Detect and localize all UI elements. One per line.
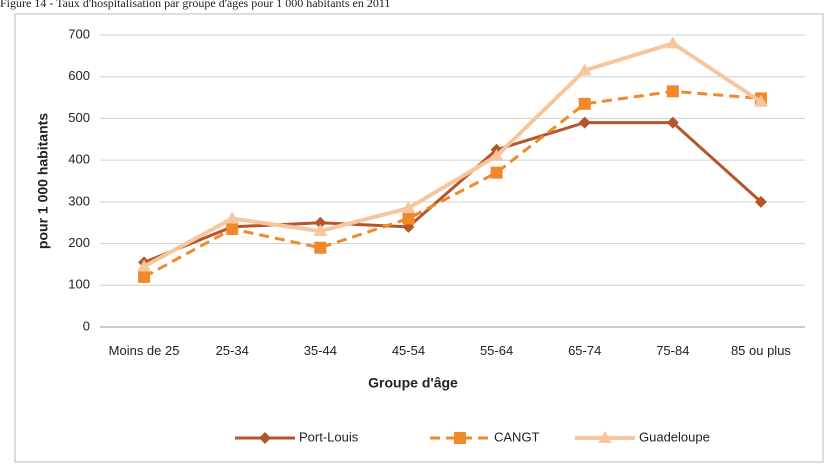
- data-point: [314, 216, 327, 229]
- y-tick-label: 100: [68, 277, 90, 292]
- chart-title: Figure 14 - Taux d'hospitalisation par g…: [0, 0, 390, 10]
- data-point: [665, 36, 680, 49]
- data-point: [666, 116, 679, 129]
- legend-label: Port-Louis: [299, 429, 359, 444]
- data-point: [753, 94, 768, 107]
- data-point: [666, 85, 679, 98]
- data-point: [137, 259, 152, 272]
- data-point: [578, 97, 591, 110]
- legend-marker: [454, 432, 466, 444]
- x-tick-label: 85 ou plus: [730, 343, 791, 358]
- x-tick-label: Moins de 25: [108, 343, 180, 358]
- data-point: [225, 211, 240, 224]
- data-point: [402, 212, 415, 225]
- x-tick-label: 45-54: [391, 343, 426, 358]
- y-tick-label: 0: [83, 318, 90, 333]
- y-tick-label: 200: [68, 235, 90, 250]
- data-point: [490, 166, 503, 179]
- legend-marker: [598, 431, 612, 443]
- legend-label: Guadeloupe: [639, 429, 710, 444]
- chart-frame: [14, 13, 824, 463]
- y-tick-label: 300: [68, 193, 90, 208]
- y-tick-label: 600: [68, 68, 90, 83]
- data-point: [578, 116, 591, 129]
- y-tick-label: 500: [68, 110, 90, 125]
- series-line: [143, 89, 762, 279]
- data-point: [401, 201, 416, 214]
- data-point: [314, 241, 327, 254]
- y-axis-label: pour 1 000 habitants: [35, 113, 51, 249]
- data-point: [226, 222, 239, 235]
- series-line: [143, 121, 762, 264]
- y-tick-label: 700: [68, 26, 90, 41]
- data-point: [313, 224, 328, 237]
- x-tick-label: 35-44: [303, 343, 337, 358]
- legend-marker: [259, 432, 271, 444]
- x-axis-label: Groupe d'âge: [368, 375, 458, 391]
- data-point: [754, 195, 767, 208]
- x-tick-label: 55-64: [479, 343, 514, 358]
- x-tick-label: 25-34: [215, 343, 249, 358]
- series-line: [143, 41, 763, 269]
- x-tick-label: 75-84: [656, 343, 690, 358]
- legend-label: CANGT: [494, 429, 540, 444]
- y-tick-label: 400: [68, 152, 90, 167]
- data-point: [138, 270, 151, 283]
- x-tick-label: 65-74: [568, 343, 602, 358]
- data-point: [577, 63, 592, 76]
- data-point: [489, 148, 504, 161]
